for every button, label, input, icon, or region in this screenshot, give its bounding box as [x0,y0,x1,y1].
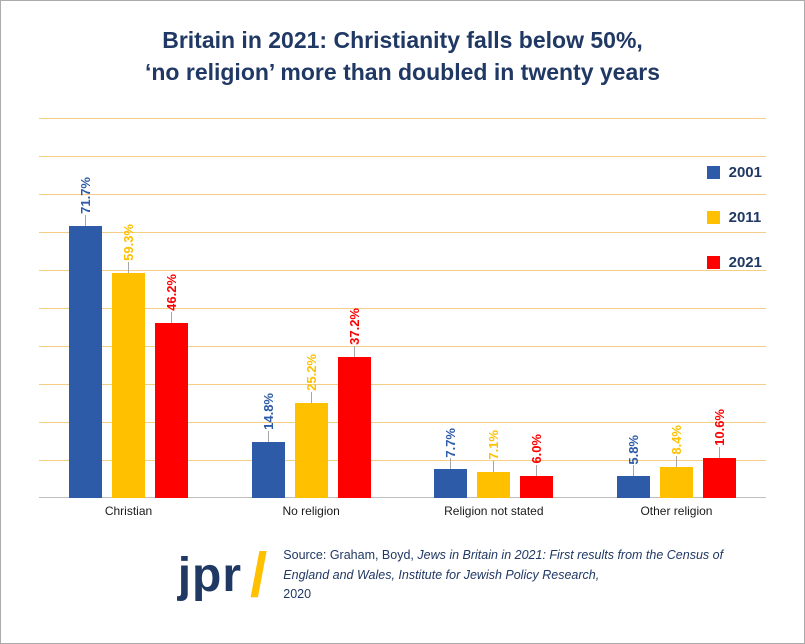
bar-column: 10.6% [702,409,736,499]
bar-2021-other-religion [702,458,736,499]
bar-value-label: 37.2% [346,308,362,346]
bar-value-label: 7.1% [486,429,502,460]
chart-title: Britain in 2021: Christianity falls belo… [1,25,804,88]
gridline-60 [39,270,766,272]
legend-swatch-icon [706,211,720,225]
category-labels: Christian No religion Religion not stated O… [39,504,766,518]
bar-value-label: 59.3% [121,224,136,262]
label-leader-line [128,262,129,274]
bar-column: 7.1% [477,429,511,499]
bar-column: 37.2% [337,308,371,499]
bar-column: 25.2% [294,353,328,499]
legend-item-2001: 2001 [706,164,762,182]
bar-value-label: 7.7% [443,427,459,458]
source-text: Source: Graham, Boyd, Jews in Britain in… [283,546,723,604]
bar-column: 7.7% [434,427,468,499]
bar-2001-religion-not-stated [434,469,468,499]
bar-groups: 71.7% 59.3% 46.2% 14.8% 25.2% 37.2% 7.7% 7.1% 6.… [39,118,766,499]
x-axis-line [39,497,766,499]
legend-item-2011: 2011 [706,209,762,227]
bar-value-label: 10.6% [711,409,727,447]
gridline-90 [39,156,766,158]
bar-2021-religion-not-stated [520,475,554,499]
jpr-logo: jpr / [177,540,268,610]
category-label: Other religion [640,504,713,519]
label-leader-line [450,458,452,470]
label-leader-line [632,465,634,477]
bar-value-label: 71.7% [78,177,93,215]
bar-group-0: 71.7% 59.3% 46.2% [69,177,188,499]
gridline-10 [39,460,766,462]
bar-value-label: 6.0% [529,434,545,464]
legend: 2001 2011 2021 [706,164,762,272]
legend-label: 2021 [728,254,762,272]
source-year: 2020 [283,587,312,602]
bar-value-label: 5.8% [625,434,641,465]
chart-title-line1: Britain in 2021: Christianity falls belo… [162,27,643,53]
legend-item-2021: 2021 [706,254,762,272]
chart-title-line2: ‘no religion’ more than doubled in twent… [144,58,661,85]
source-prefix: Source: Graham, Boyd, [283,548,418,563]
footer: jpr / Source: Graham, Boyd, Jews in Brit… [1,540,804,610]
label-leader-line [353,346,355,358]
label-leader-line [493,460,495,472]
bar-column: 6.0% [520,434,554,499]
bar-group-2: 7.7% 7.1% 6.0% [434,427,554,499]
gridline-20 [39,422,766,424]
bar-column: 46.2% [155,274,188,499]
legend-swatch-icon [706,256,720,270]
bar-2001-christian [69,226,102,499]
bar-group-1: 14.8% 25.2% 37.2% [251,308,371,499]
bar-value-label: 8.4% [668,424,684,455]
jpr-logo-text: jpr [177,549,243,603]
label-leader-line [675,455,677,467]
gridline-70 [39,232,766,234]
bar-2021-christian [155,322,188,499]
bar-column: 5.8% [616,434,650,499]
gridline-80 [39,194,766,196]
bar-value-label: 25.2% [303,353,319,391]
bar-2021-no-religion [337,357,371,499]
label-leader-line [171,311,172,323]
bar-2011-christian [112,273,145,499]
jpr-logo-slash-icon: / [250,540,268,610]
bar-column: 8.4% [659,424,693,499]
bar-column: 59.3% [112,224,145,499]
bar-column: 14.8% [251,393,285,499]
bar-2001-no-religion [251,442,285,499]
bar-group-3: 5.8% 8.4% 10.6% [616,409,736,499]
bar-column: 71.7% [69,177,102,499]
bar-value-label: 14.8% [260,393,276,431]
bar-2011-no-religion [294,402,328,499]
bar-2001-other-religion [616,476,650,499]
plot-area: 71.7% 59.3% 46.2% 14.8% 25.2% 37.2% 7.7% 7.1% 6.… [39,118,766,499]
category-label: Christian [104,504,153,519]
legend-label: 2011 [728,209,762,227]
gridline-50 [39,308,766,310]
bar-2011-other-religion [659,466,693,499]
label-leader-line [310,391,312,403]
category-label: No religion [282,504,340,519]
label-leader-line [718,447,720,459]
legend-label: 2001 [728,164,762,182]
bar-value-label: 46.2% [164,274,179,311]
label-leader-line [536,464,538,476]
legend-swatch-icon [706,166,720,180]
label-leader-line [85,215,86,227]
gridline-100 [39,118,766,120]
label-leader-line [267,431,269,443]
source-citation: Jews in Britain in 2021: First results f… [283,548,724,582]
gridline-30 [39,384,766,386]
category-label: Religion not stated [444,504,544,519]
bar-2011-religion-not-stated [477,471,511,499]
gridline-40 [39,346,766,348]
